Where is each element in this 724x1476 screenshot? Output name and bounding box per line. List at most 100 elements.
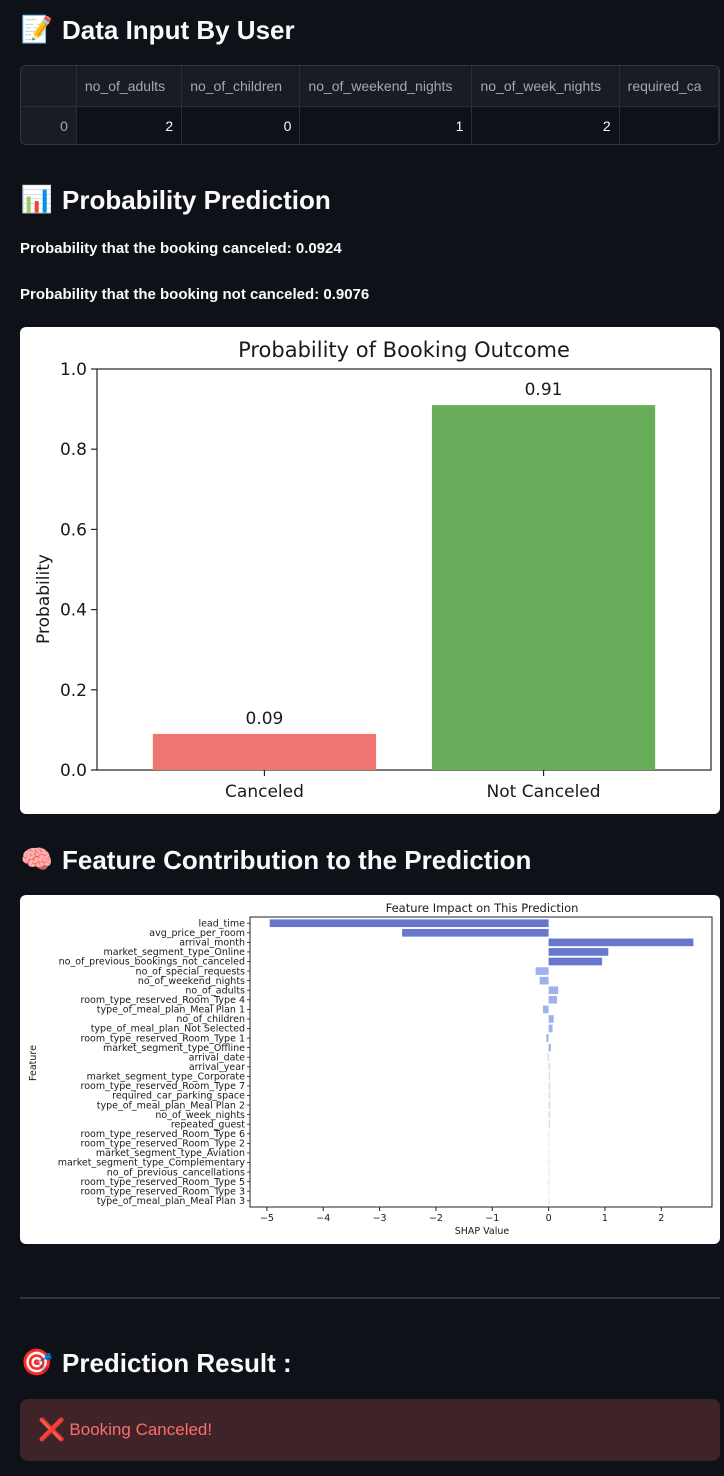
shap-bar <box>548 957 603 966</box>
shap-bar <box>548 1082 551 1090</box>
feature-label: room_type_reserved_Room_Type 2 <box>81 1139 245 1150</box>
feature-label: market_segment_type_Offline <box>103 1043 245 1054</box>
target-icon: 🎯 <box>20 1348 54 1378</box>
shap-chart-title: Feature Impact on This Prediction <box>386 901 579 915</box>
data-input-title: Data Input By User <box>62 14 295 45</box>
feature-label: no_of_adults <box>185 985 245 996</box>
shap-y-axis-label: Feature <box>28 1045 39 1081</box>
shap-bar <box>548 1129 550 1138</box>
feature-label: required_car_parking_space <box>112 1091 245 1102</box>
table-header-row: no_of_adults no_of_children no_of_weeken… <box>21 66 719 107</box>
shap-x-tick-label: 1 <box>602 1213 608 1224</box>
feature-label: arrival_month <box>179 938 245 949</box>
table-cell[interactable]: 2 <box>76 106 183 144</box>
prediction-result-text: Booking Canceled! <box>69 1420 213 1439</box>
feature-label: room_type_reserved_Room_Type 6 <box>81 1129 245 1140</box>
shap-x-tick-label: −1 <box>485 1213 499 1224</box>
feature-label: repeated_guest <box>171 1119 245 1130</box>
shap-bar <box>548 1139 550 1148</box>
input-table[interactable]: no_of_adults no_of_children no_of_weeken… <box>20 65 720 145</box>
shap-bar <box>546 1034 549 1042</box>
shap-bar <box>548 995 558 1004</box>
bar <box>152 733 377 770</box>
shap-x-tick-label: −2 <box>429 1213 443 1224</box>
table-cell[interactable]: 1 <box>299 106 473 144</box>
shap-bar <box>547 1053 549 1062</box>
shap-bar <box>402 928 549 937</box>
shap-plot-frame <box>249 916 713 1208</box>
feature-label: type_of_meal_plan_Meal Plan 3 <box>97 1196 245 1207</box>
feature-label: market_segment_type_Online <box>104 947 246 958</box>
feature-label: room_type_reserved_Room_Type 5 <box>81 1177 245 1188</box>
y-axis-label: Probability <box>34 554 54 644</box>
feature-heading: 🧠 Feature Contribution to the Prediction <box>20 841 532 879</box>
shap-bar <box>548 1072 551 1081</box>
y-tick-label: 0.2 <box>60 681 87 701</box>
y-tick-label: 1.0 <box>60 360 87 380</box>
y-tick-label: 0.4 <box>60 601 87 621</box>
shap-x-tick-label: −5 <box>260 1213 274 1224</box>
feature-title: Feature Contribution to the Prediction <box>62 844 532 875</box>
y-tick-label: 0.0 <box>60 761 87 781</box>
shap-bar <box>548 1110 551 1119</box>
shap-x-tick-label: 0 <box>546 1213 552 1224</box>
column-header[interactable]: no_of_week_nights <box>471 66 620 107</box>
feature-label: type_of_meal_plan_Meal Plan 1 <box>97 1005 245 1016</box>
feature-label: market_segment_type_Corporate <box>87 1072 246 1083</box>
feature-label: no_of_special_requests <box>136 966 246 977</box>
cross-mark-icon: ❌ <box>38 1417 66 1443</box>
feature-label: avg_price_per_room <box>149 928 245 939</box>
probability-not-canceled-text: Probability that the booking not cancele… <box>20 286 370 303</box>
feature-label: market_segment_type_Aviation <box>96 1148 245 1159</box>
shap-bar <box>548 986 559 995</box>
brain-icon: 🧠 <box>20 845 54 875</box>
bar-chart-icon: 📊 <box>20 185 54 215</box>
column-header[interactable]: required_ca <box>619 66 719 107</box>
shap-x-tick-label: −3 <box>373 1213 387 1224</box>
shap-bar <box>548 1168 550 1176</box>
shap-bar <box>548 1091 551 1100</box>
prediction-result-alert: ❌ Booking Canceled! <box>20 1399 720 1461</box>
shap-x-tick-label: −4 <box>316 1213 330 1224</box>
shap-bar <box>535 967 549 975</box>
shap-bar <box>539 976 549 985</box>
shap-bar <box>548 1062 551 1071</box>
column-header[interactable]: no_of_children <box>181 66 301 107</box>
section-divider <box>20 1297 720 1299</box>
probability-bar-chart: Probability of Booking Outcome Probabili… <box>34 338 712 802</box>
shap-bar-chart: Feature Impact on This Prediction SHAP V… <box>28 901 713 1237</box>
shap-bar <box>548 1015 554 1023</box>
feature-label: arrival_year <box>189 1062 245 1073</box>
shap-bar <box>548 1101 551 1109</box>
bar <box>431 405 656 770</box>
shap-x-axis-label: SHAP Value <box>455 1226 510 1237</box>
shap-bar <box>548 1196 550 1205</box>
row-index: 0 <box>21 106 77 144</box>
bar-value-label: 0.09 <box>246 709 284 729</box>
shap-chart-panel: Feature Impact on This Prediction SHAP V… <box>20 895 720 1244</box>
table-cell[interactable]: 2 <box>471 106 620 144</box>
feature-label: no_of_previous_cancellations <box>107 1167 245 1178</box>
shap-bar <box>548 1149 550 1157</box>
table-row: 0 2 0 1 2 <box>21 106 719 144</box>
x-tick-label: Canceled <box>225 782 304 802</box>
table-cell[interactable]: 0 <box>181 106 301 144</box>
feature-label: type_of_meal_plan_Not Selected <box>91 1024 245 1035</box>
feature-label: room_type_reserved_Room_Type 3 <box>81 1186 245 1197</box>
shap-bar <box>548 1187 550 1196</box>
shap-x-tick-label: 2 <box>658 1213 664 1224</box>
column-header[interactable]: no_of_adults <box>76 66 183 107</box>
plot-frame <box>96 368 712 771</box>
feature-label: arrival_date <box>189 1052 246 1063</box>
probability-chart-panel: Probability of Booking Outcome Probabili… <box>20 327 720 814</box>
probability-heading: 📊 Probability Prediction <box>20 181 331 219</box>
chart-title: Probability of Booking Outcome <box>238 338 570 362</box>
bar-value-label: 0.91 <box>525 380 563 400</box>
column-header[interactable]: no_of_weekend_nights <box>299 66 473 107</box>
x-tick-label: Not Canceled <box>487 782 601 802</box>
y-tick-label: 0.6 <box>60 520 87 540</box>
shap-bar <box>269 919 549 928</box>
result-title: Prediction Result : <box>62 1347 292 1378</box>
probability-canceled-text: Probability that the booking canceled: 0… <box>20 240 342 257</box>
table-cell[interactable] <box>619 106 719 144</box>
